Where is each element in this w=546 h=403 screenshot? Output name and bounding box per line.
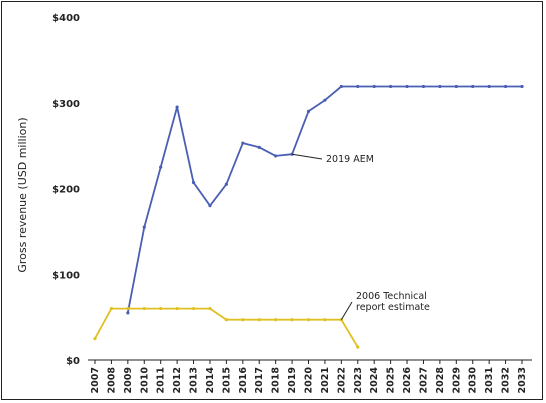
series-0-point xyxy=(520,84,524,89)
x-tick-label: 2007 xyxy=(90,367,101,393)
series-1-point xyxy=(356,345,360,349)
x-tick-label: 2017 xyxy=(254,367,265,393)
series-1-point xyxy=(323,318,327,322)
series-1-point xyxy=(306,318,311,322)
series-0-point xyxy=(389,84,393,89)
annotation-tech-report-label: report estimate xyxy=(356,302,430,313)
series-0-point xyxy=(224,182,228,186)
x-tick-label: 2011 xyxy=(156,367,167,393)
x-tick-label: 2013 xyxy=(189,367,200,393)
series-0-point xyxy=(405,84,409,89)
series-0-point xyxy=(175,105,179,109)
series-1-point xyxy=(224,318,228,322)
series-0-point xyxy=(421,84,426,89)
series-0-point xyxy=(126,311,130,315)
series-0-point xyxy=(356,84,360,89)
series-1-point xyxy=(126,306,130,311)
x-tick-label: 2021 xyxy=(320,367,331,393)
x-tick-label: 2027 xyxy=(418,367,429,393)
x-tick-label: 2019 xyxy=(287,367,298,393)
series-0-point xyxy=(454,84,458,89)
series-line-0 xyxy=(126,85,522,313)
series-1-point xyxy=(175,306,179,311)
annotation-leader-tech-report xyxy=(340,301,353,320)
y-tick-label: $300 xyxy=(52,99,80,110)
series-1-point xyxy=(159,306,163,311)
x-tick-label: 2025 xyxy=(386,367,397,393)
series-0-point xyxy=(503,84,508,89)
x-tick-label: 2028 xyxy=(435,367,446,394)
x-axis-ticks: 2007 2008 2009 2010 2011 2012 2013 2014 2015 2016… xyxy=(90,360,528,393)
series-0-point xyxy=(487,84,491,89)
series-1-point xyxy=(142,306,146,311)
series-1-point xyxy=(191,306,196,311)
x-tick-label: 2031 xyxy=(484,367,495,393)
y-tick-label: $400 xyxy=(52,13,80,24)
x-tick-label: 2015 xyxy=(221,367,232,393)
y-tick-label: $0 xyxy=(66,356,80,367)
annotation-aem-label: 2019 AEM xyxy=(326,154,374,165)
series-0-point xyxy=(208,204,212,208)
series-0-point xyxy=(257,145,261,149)
x-tick-label: 2023 xyxy=(353,367,364,393)
series-1-point xyxy=(290,318,294,322)
x-tick-label: 2020 xyxy=(304,367,315,394)
series-0-point xyxy=(142,225,146,229)
series-0-point xyxy=(339,84,343,89)
series-0-point xyxy=(241,141,245,145)
x-tick-label: 2022 xyxy=(336,367,347,393)
x-tick-label: 2033 xyxy=(517,367,528,393)
series-1-point xyxy=(109,306,114,311)
series-0-point xyxy=(159,165,163,169)
y-tick-label: $100 xyxy=(52,270,80,281)
series-1-point xyxy=(274,318,278,322)
x-tick-label: 2010 xyxy=(139,367,150,394)
series-layer xyxy=(93,84,524,349)
x-tick-label: 2032 xyxy=(501,367,512,393)
series-0-point xyxy=(191,180,196,185)
series-0-point xyxy=(438,84,442,89)
x-tick-label: 2026 xyxy=(402,367,413,394)
x-tick-label: 2024 xyxy=(369,367,380,394)
series-0-point xyxy=(306,109,311,113)
x-tick-label: 2012 xyxy=(172,367,183,393)
x-tick-label: 2018 xyxy=(271,367,282,394)
x-tick-label: 2030 xyxy=(468,367,479,394)
annotation-tech-report-label: 2006 Technical xyxy=(356,291,427,302)
series-0-point xyxy=(471,84,475,89)
series-1-point xyxy=(93,336,97,341)
series-0-point xyxy=(372,84,376,89)
x-tick-label: 2009 xyxy=(123,367,134,393)
y-tick-label: $200 xyxy=(52,185,80,196)
annotation-leader-aem xyxy=(291,153,323,160)
series-1-point xyxy=(208,306,212,311)
x-tick-label: 2016 xyxy=(238,367,249,394)
series-0-point xyxy=(290,152,294,156)
x-tick-label: 2014 xyxy=(205,367,216,394)
series-1-point xyxy=(241,318,245,322)
series-line-1 xyxy=(94,307,359,348)
series-1-point xyxy=(257,318,261,322)
x-tick-label: 2029 xyxy=(451,367,462,393)
series-0-point xyxy=(323,98,327,102)
y-axis-title: Gross revenue (USD million) xyxy=(16,117,29,272)
x-tick-label: 2008 xyxy=(106,367,117,394)
y-axis-ticks: $400 $300 $200 $100 $0 xyxy=(52,13,80,367)
series-0-point xyxy=(274,154,278,158)
